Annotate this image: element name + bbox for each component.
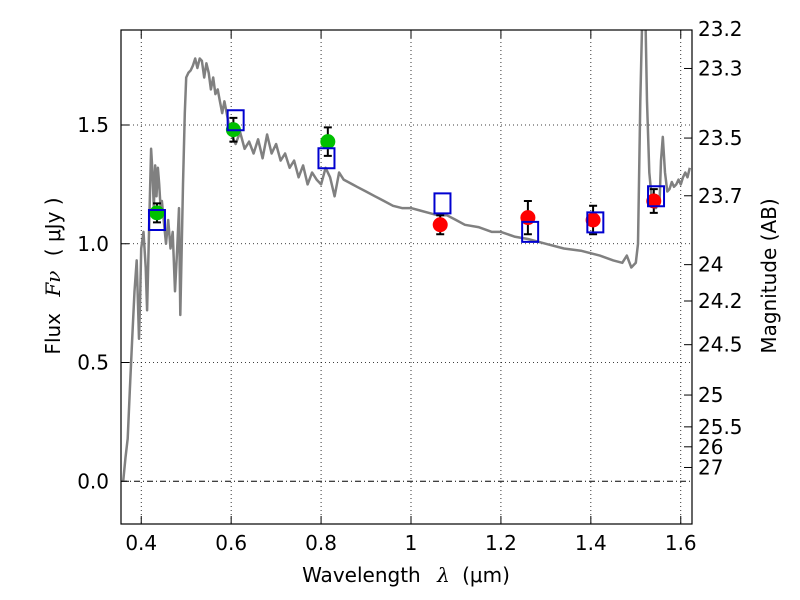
magnitude-tick-label: 23.7: [698, 184, 743, 208]
x-tick-label: 1.2: [485, 531, 517, 555]
x-axis-title-prefix: Wavelength: [302, 563, 421, 587]
optical-data-point: [149, 205, 165, 221]
y-axis-title-prefix: Flux: [41, 313, 65, 355]
magnitude-tick-label: 27: [698, 455, 723, 479]
x-tick-label: 0.6: [215, 531, 247, 555]
y-axis-title: Flux Fν ( μJy ): [41, 197, 65, 354]
y-tick-label: 1.5: [77, 113, 109, 137]
y-tick-label: 1.0: [77, 232, 109, 256]
magnitude-tick-label: 25: [698, 383, 723, 407]
magnitude-tick-label: 23.2: [698, 17, 743, 41]
photometry-layer: [147, 109, 666, 243]
model-photometry-marker: [433, 192, 452, 215]
x-tick-label: 1.6: [665, 531, 697, 555]
magnitude-tick-label: 24: [698, 253, 723, 277]
x-tick-label: 1: [405, 531, 418, 555]
x-axis-title-unit: (μm): [462, 563, 510, 587]
x-axis-ticks: 0.4 0.6 0.8 1 1.2 1.4 1.6: [125, 30, 697, 555]
model-photometry-marker: [521, 220, 540, 243]
nir-data-point: [585, 212, 601, 228]
y-tick-label: 0.0: [77, 469, 109, 493]
y-tick-label: 0.5: [77, 351, 109, 375]
nir-data-point: [646, 193, 662, 209]
x-tick-label: 0.4: [125, 531, 157, 555]
magnitude-tick-label: 23.3: [698, 56, 743, 80]
x-tick-label: 0.8: [305, 531, 337, 555]
model-spectrum-line: [121, 30, 692, 482]
nir-data-point: [432, 217, 448, 233]
grid-lines: [121, 30, 692, 524]
magnitude-tick-label: 24.2: [698, 289, 743, 313]
magnitude-tick-label: 24.5: [698, 333, 743, 357]
model-photometry-marker: [317, 147, 336, 170]
model-photometry-marker: [147, 209, 166, 231]
y-axis-title-symbol: Fν: [41, 271, 65, 298]
magnitude-tick-label: 25.5: [698, 415, 743, 439]
x-axis-title-symbol: λ: [436, 563, 450, 587]
model-photometry-marker: [647, 185, 666, 208]
y-axis-title-unit: ( μJy ): [41, 197, 65, 256]
model-photometry-marker: [226, 109, 245, 132]
optical-data-point: [320, 134, 336, 150]
plot-frame: [120, 29, 693, 525]
x-tick-label: 1.4: [575, 531, 607, 555]
model-photometry-marker: [586, 211, 605, 234]
magnitude-axis-title: Magnitude (AB): [757, 198, 781, 353]
magnitude-tick-label: 23.5: [698, 126, 743, 150]
magnitude-tick-label: 26: [698, 435, 723, 459]
y-axis-ticks: 0.0 0.5 1.0 1.5: [77, 113, 129, 493]
model-spectrum-layer: [121, 30, 692, 482]
x-axis-title: Wavelength λ (μm): [302, 563, 510, 587]
